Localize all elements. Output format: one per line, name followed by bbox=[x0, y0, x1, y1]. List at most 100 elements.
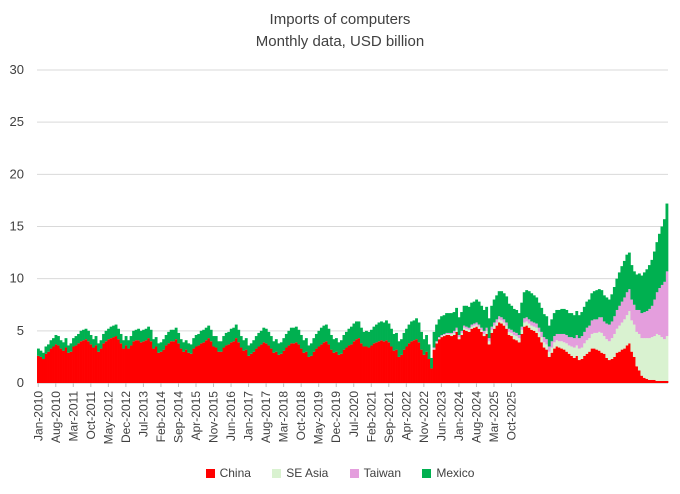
bar-segment bbox=[109, 338, 113, 383]
bar-segment bbox=[460, 330, 464, 333]
bar-segment bbox=[299, 335, 303, 349]
bar-segment bbox=[647, 379, 651, 383]
bar-segment bbox=[655, 333, 659, 381]
bar-segment bbox=[595, 319, 599, 333]
bar-segment bbox=[222, 336, 226, 348]
bar-segment bbox=[665, 336, 669, 381]
bar-segment bbox=[620, 266, 624, 302]
bar-segment bbox=[637, 370, 641, 383]
bar-segment bbox=[640, 275, 644, 314]
bar-segment bbox=[297, 329, 301, 345]
bar-segment bbox=[64, 347, 68, 383]
bar-segment bbox=[267, 345, 271, 383]
bar-segment bbox=[322, 325, 326, 343]
bar-segment bbox=[44, 346, 48, 354]
bar-segment bbox=[362, 346, 366, 383]
bar-segment bbox=[252, 351, 256, 383]
bar-segment bbox=[525, 325, 529, 383]
bar-segment bbox=[432, 347, 436, 349]
bar-segment bbox=[572, 315, 576, 339]
bar-segment bbox=[284, 333, 288, 348]
bar-segment bbox=[417, 342, 421, 383]
bar-segment bbox=[472, 325, 476, 328]
x-tick-label: Dec-2019 bbox=[329, 391, 343, 443]
bar-segment bbox=[595, 349, 599, 383]
bar-segment bbox=[625, 254, 629, 293]
bar-segment bbox=[440, 337, 443, 383]
bar-segment bbox=[395, 349, 398, 383]
bar-segment bbox=[657, 233, 661, 289]
bar-segment bbox=[430, 368, 433, 383]
bar-segment bbox=[520, 302, 524, 327]
x-tick-label: Apr-2015 bbox=[189, 391, 203, 441]
bar-segment bbox=[477, 301, 481, 325]
bar-segment bbox=[89, 335, 93, 345]
bar-segment bbox=[142, 329, 146, 342]
bar-segment bbox=[592, 319, 596, 333]
bar-segment bbox=[242, 350, 246, 383]
bar-segment bbox=[457, 335, 461, 338]
chart-title: Imports of computers bbox=[269, 11, 411, 28]
bar-segment bbox=[370, 329, 373, 346]
bar-segment bbox=[615, 352, 619, 383]
bar-segment bbox=[557, 309, 561, 334]
bar-segment bbox=[637, 273, 641, 310]
bar-segment bbox=[575, 355, 579, 383]
bar-segment bbox=[122, 340, 125, 349]
bar-segment bbox=[254, 348, 258, 383]
bar-segment bbox=[452, 335, 456, 383]
x-tick-label: Jan-2010 bbox=[31, 391, 45, 441]
bar-segment bbox=[432, 349, 436, 383]
bar-segment bbox=[264, 343, 268, 383]
bar-segment bbox=[344, 347, 348, 383]
bar-segment bbox=[440, 336, 443, 338]
chart-title-block: Imports of computers Monthly data, USD b… bbox=[0, 9, 680, 53]
x-tick-label: Jul-2020 bbox=[347, 391, 361, 437]
bar-segment bbox=[159, 351, 163, 383]
bar-segment bbox=[640, 375, 644, 383]
bar-segment bbox=[344, 331, 348, 348]
bar-segment bbox=[600, 290, 604, 318]
bar-segment bbox=[142, 341, 146, 383]
bar-segment bbox=[537, 337, 541, 383]
bar-segment bbox=[615, 309, 619, 329]
x-tick-label: Jan-2024 bbox=[452, 391, 466, 441]
bar-segment bbox=[580, 312, 584, 337]
bar-segment bbox=[212, 336, 216, 347]
bar-segment bbox=[410, 341, 413, 383]
bar-segment bbox=[367, 347, 371, 383]
bar-segment bbox=[500, 317, 504, 321]
legend-swatch-se-asia bbox=[272, 469, 282, 478]
bar-segment bbox=[457, 337, 461, 340]
bar-segment bbox=[555, 309, 559, 334]
bar-segment bbox=[279, 342, 283, 354]
bar-segment bbox=[597, 317, 601, 332]
bar-segment bbox=[79, 330, 83, 342]
bar-segment bbox=[525, 317, 529, 322]
bar-segment bbox=[650, 337, 654, 380]
bar-segment bbox=[567, 345, 571, 354]
bar-segment bbox=[347, 328, 351, 346]
bar-segment bbox=[590, 348, 594, 383]
bar-segment bbox=[435, 341, 438, 343]
bar-segment bbox=[587, 325, 591, 339]
bar-segment bbox=[590, 293, 594, 321]
bar-segment bbox=[410, 321, 413, 342]
bar-segment bbox=[360, 327, 363, 344]
bar-segment bbox=[152, 339, 156, 349]
bar-segment bbox=[355, 321, 358, 340]
bar-segment bbox=[224, 332, 228, 346]
bar-segment bbox=[505, 296, 509, 323]
bar-segment bbox=[565, 351, 569, 383]
bar-segment bbox=[495, 295, 499, 320]
bar-segment bbox=[572, 357, 576, 383]
bar-segment bbox=[129, 336, 133, 346]
bar-segment bbox=[69, 351, 73, 383]
bar-segment bbox=[530, 293, 534, 322]
bar-segment bbox=[420, 349, 423, 383]
bar-segment bbox=[284, 347, 288, 383]
bar-segment bbox=[289, 343, 293, 383]
bar-segment bbox=[119, 333, 123, 344]
bar-segment bbox=[239, 347, 243, 383]
bar-segment bbox=[174, 339, 178, 383]
